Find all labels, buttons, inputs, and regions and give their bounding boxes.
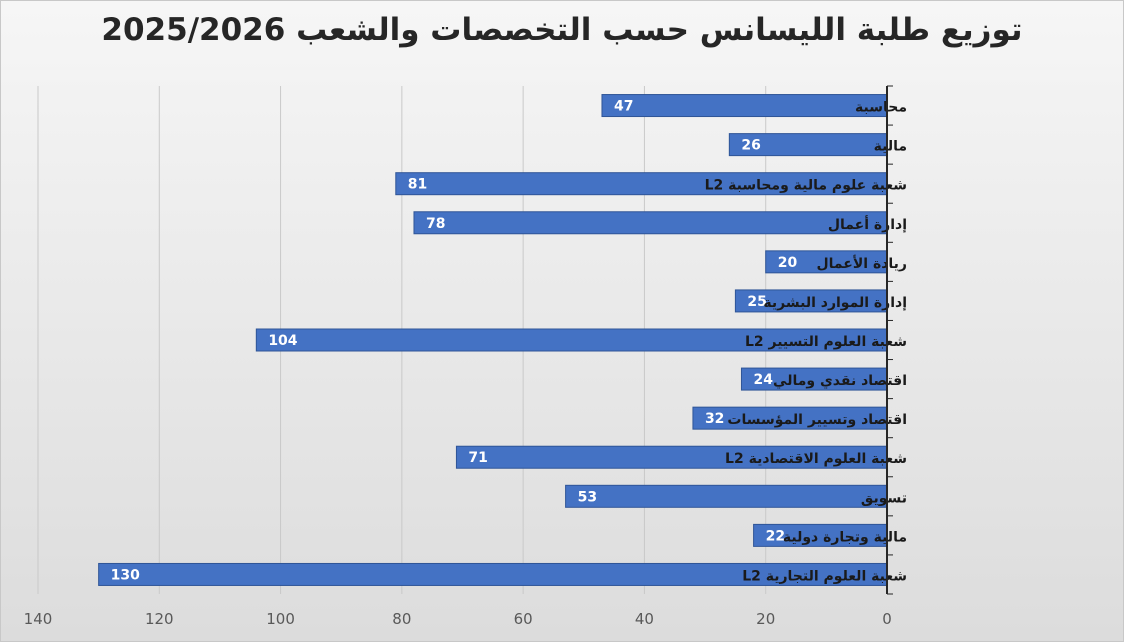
x-tick-label: 120 [145,610,174,628]
category-label: اقتصاد نقدي ومالي [773,373,907,390]
category-label: تسويق [861,490,907,506]
category-label: شعبة العلوم التسيير L2 [745,334,907,350]
category-label: إدارة الموارد البشرية [763,295,907,311]
category-label: مالية [874,139,907,155]
bar [413,211,888,235]
data-label: 71 [468,450,487,466]
data-label: 81 [408,177,427,193]
bar [565,484,888,508]
data-label: 25 [747,294,766,310]
data-label: 26 [741,138,760,154]
data-label: 47 [614,99,633,115]
x-tick-label: 100 [266,610,295,628]
category-label: مالية وتجارة دولية [783,529,907,545]
category-label: اقتصاد وتسيير المؤسسات [727,412,907,428]
data-label: 53 [578,489,597,505]
data-label: 78 [426,216,445,232]
data-label: 32 [705,411,724,427]
x-tick-label: 0 [882,610,892,628]
chart-title: توزيع طلبة الليسانس حسب التخصصات والشعب … [101,12,1023,48]
data-label: 104 [268,333,297,349]
category-label: شعبة علوم مالية ومحاسبة L2 [705,178,907,194]
data-label: 130 [111,567,140,583]
data-label: 24 [753,372,773,388]
bar [601,94,888,118]
data-label: 20 [778,255,798,271]
x-tick-label: 20 [756,610,775,628]
x-tick-label: 40 [635,610,654,628]
category-label: شعبة العلوم التجارية L2 [742,568,907,584]
x-tick-label: 60 [514,610,533,628]
x-tick-label: 80 [392,610,411,628]
data-label: 22 [766,528,785,544]
category-label: شعبة العلوم الاقتصادية L2 [725,451,907,467]
category-label: إدارة أعمال [828,215,907,233]
category-label: محاسبة [855,100,907,116]
category-label: ريادة الأعمال [817,255,907,272]
x-tick-label: 140 [24,610,53,628]
